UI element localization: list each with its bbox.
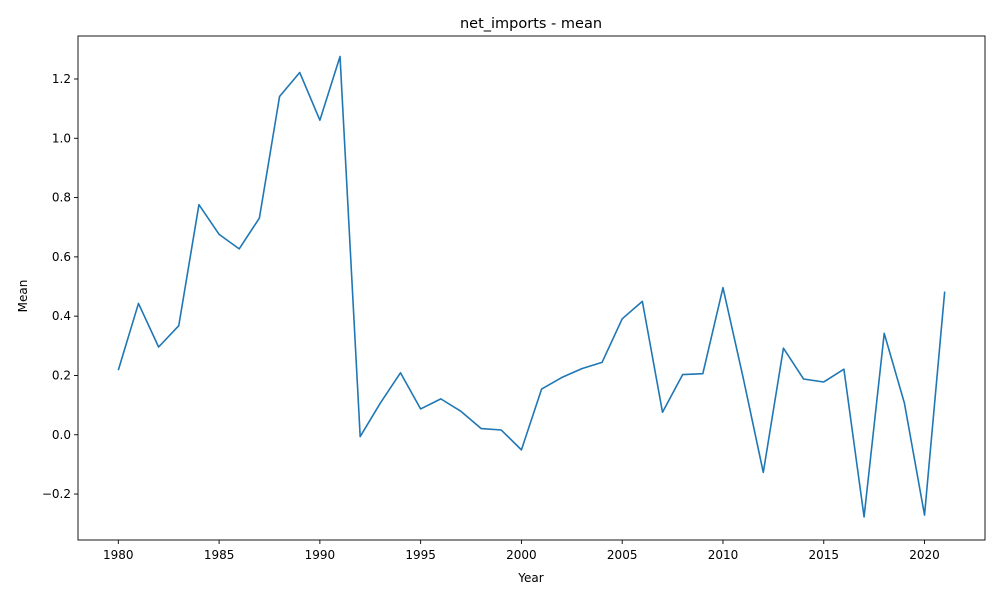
x-tick-label: 2015	[808, 548, 839, 562]
x-tick-label: 1980	[103, 548, 134, 562]
axes-frame	[77, 35, 986, 541]
x-tick-label: 1995	[405, 548, 436, 562]
y-tick-label: 0.2	[52, 368, 71, 382]
y-axis-label: Mean	[16, 280, 30, 313]
x-tick-label: 1990	[305, 548, 336, 562]
x-tick-label: 1985	[204, 548, 235, 562]
plot-area	[77, 35, 986, 541]
series-line	[117, 55, 946, 518]
y-axis-ticks: −0.2 0.0 0.2 0.4 0.6 0.8 1.0 1.2	[42, 72, 78, 501]
x-axis-label: Year	[517, 571, 543, 585]
y-tick-label: 0.6	[52, 250, 71, 264]
y-tick-label: 0.8	[52, 191, 71, 205]
y-tick-label: 0.0	[52, 428, 71, 442]
x-tick-label: 2005	[607, 548, 638, 562]
chart-title: net_imports - mean	[460, 16, 602, 32]
y-tick-label: 0.4	[52, 309, 71, 323]
x-axis-ticks: 1980 1985 1990 1995 2000 2005 2010 2015 2020	[103, 540, 940, 562]
x-tick-label: 2000	[506, 548, 537, 562]
y-tick-label: 1.0	[52, 131, 71, 145]
y-tick-label: 1.2	[52, 72, 71, 86]
x-tick-label: 2010	[708, 548, 739, 562]
x-tick-label: 2020	[909, 548, 940, 562]
y-tick-label: −0.2	[42, 487, 71, 501]
